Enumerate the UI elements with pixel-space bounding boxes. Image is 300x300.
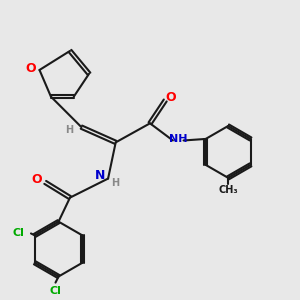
Text: H: H [111,178,119,188]
Text: N: N [94,169,105,182]
Text: O: O [166,91,176,104]
Text: H: H [65,125,73,135]
Text: CH₃: CH₃ [218,185,238,195]
Text: NH: NH [169,134,188,144]
Text: O: O [32,173,42,186]
Text: Cl: Cl [50,286,61,296]
Text: Cl: Cl [13,229,25,238]
Text: O: O [26,61,36,75]
